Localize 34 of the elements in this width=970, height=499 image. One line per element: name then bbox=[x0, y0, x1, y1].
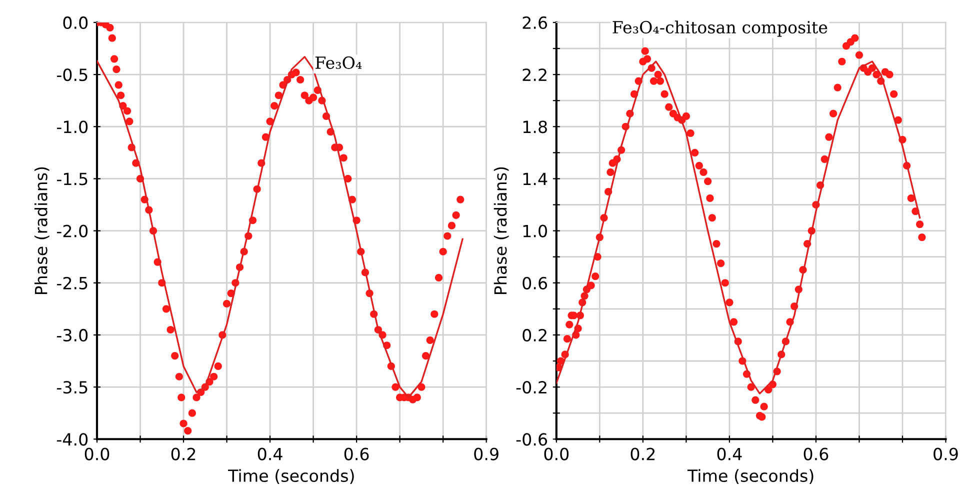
y-tick-label: -0.2 bbox=[516, 381, 546, 394]
y-tick-label: 0.2 bbox=[522, 328, 546, 342]
y-tick-label: 2.2 bbox=[522, 68, 546, 81]
x-tick-label: 0.9 bbox=[934, 448, 958, 460]
y-tick-label: 0.0 bbox=[63, 16, 88, 30]
x-tick-label: 0.0 bbox=[84, 448, 110, 460]
y-tick-label: 2.6 bbox=[522, 16, 548, 30]
y-tick-label: 1.8 bbox=[523, 120, 547, 134]
x-tick-label: 0.9 bbox=[474, 448, 498, 460]
y-axis-title: Phase (radians) bbox=[494, 167, 509, 294]
y-tick-label: -1.0 bbox=[56, 120, 88, 134]
x-tick-label: 0.4 bbox=[258, 448, 282, 460]
y-tick-label: -3.5 bbox=[56, 381, 88, 394]
y-tick-label: -4.0 bbox=[56, 433, 88, 446]
y-tick-label: -0.6 bbox=[516, 433, 548, 446]
x-axis-title: Time (seconds) bbox=[228, 469, 354, 484]
x-tick-label: 0.0 bbox=[544, 448, 569, 460]
x-axis-title: Time (seconds) bbox=[687, 469, 814, 484]
y-axis-title: Phase (radians) bbox=[34, 167, 50, 294]
annotation: Fe₃O₄ bbox=[316, 56, 362, 69]
x-tick-label: 0.6 bbox=[344, 448, 369, 460]
y-tick-label: -2.5 bbox=[56, 276, 88, 290]
y-tick-label: 0.6 bbox=[522, 276, 548, 290]
y-tick-label: 1.0 bbox=[523, 224, 547, 238]
y-tick-label: 1.4 bbox=[523, 172, 548, 186]
x-tick-label: 0.2 bbox=[171, 448, 196, 460]
y-tick-label: -0.5 bbox=[56, 68, 88, 82]
y-tick-label: -2.0 bbox=[56, 224, 88, 238]
x-tick-label: 0.2 bbox=[630, 448, 655, 460]
y-tick-label: -3.0 bbox=[56, 328, 88, 342]
x-tick-label: 0.4 bbox=[717, 448, 742, 460]
annotation: Fe₃O₄-chitosan composite bbox=[612, 20, 828, 37]
y-tick-label: -1.5 bbox=[56, 172, 88, 186]
x-tick-label: 0.6 bbox=[804, 448, 828, 460]
